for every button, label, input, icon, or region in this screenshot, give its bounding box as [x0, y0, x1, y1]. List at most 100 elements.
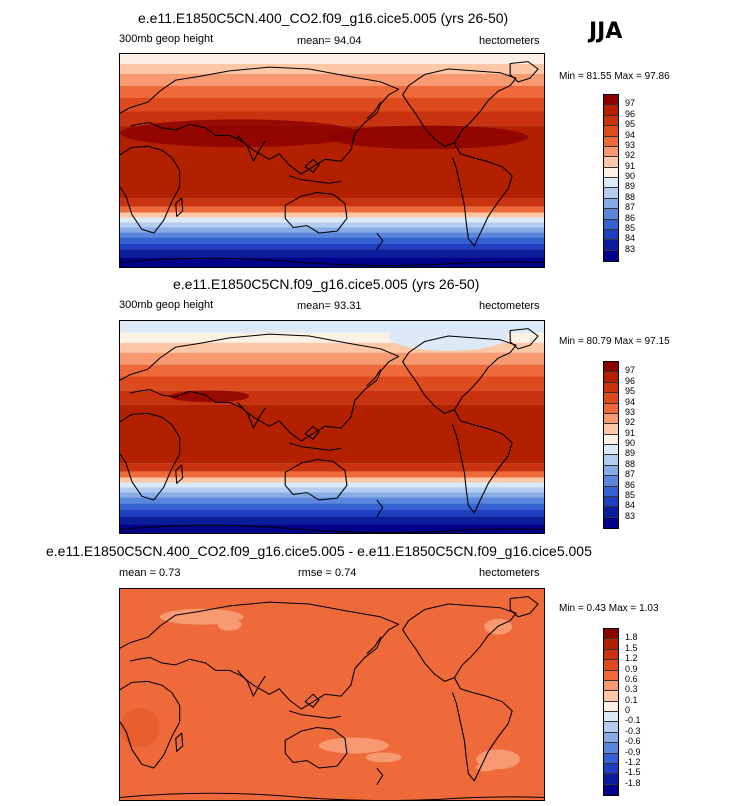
- colorbar-swatch: [604, 476, 618, 487]
- panel-2-map: [119, 320, 545, 534]
- colorbar-label: 0.9: [625, 663, 638, 674]
- colorbar-label: 84: [625, 500, 636, 511]
- colorbar-label: -0.9: [625, 746, 641, 757]
- colorbar-label: 83: [625, 510, 636, 521]
- colorbar-label: 95: [625, 386, 636, 397]
- colorbar-swatch: [604, 722, 618, 733]
- colorbar-swatch: [604, 362, 618, 373]
- panel-2-colorbar: [603, 361, 619, 529]
- colorbar-swatch: [604, 188, 618, 199]
- panel-3-max-label: Max =: [608, 603, 637, 614]
- colorbar-swatch: [604, 712, 618, 723]
- colorbar-swatch: [604, 639, 618, 650]
- colorbar-swatch: [604, 486, 618, 497]
- colorbar-swatch: [604, 178, 618, 189]
- colorbar-swatch: [604, 126, 618, 137]
- colorbar-label: 92: [625, 150, 636, 161]
- panel-1-units: hectometers: [479, 35, 540, 47]
- colorbar-label: 85: [625, 222, 636, 233]
- colorbar-label: 0.1: [625, 694, 638, 705]
- colorbar-swatch: [604, 105, 618, 116]
- colorbar-swatch: [604, 219, 618, 230]
- colorbar-label: 87: [625, 202, 636, 213]
- colorbar-swatch: [604, 743, 618, 754]
- panel-3-max-value: 1.03: [639, 603, 659, 614]
- panel-2-title: e.e11.E1850C5CN.f09_g16.cice5.005 (yrs 2…: [173, 276, 480, 292]
- panel-2-max-label: Max =: [614, 336, 642, 347]
- colorbar-label: 97: [625, 98, 636, 109]
- colorbar-label: 95: [625, 119, 636, 130]
- panel-3-min-value: 0.43: [586, 603, 606, 614]
- panel-1-colorbar: [603, 94, 619, 262]
- panel-1-minmax: Min = 81.55 Max = 97.86: [559, 71, 670, 82]
- colorbar-label: 93: [625, 406, 636, 417]
- colorbar-label: 97: [625, 365, 636, 376]
- colorbar-label: -0.6: [625, 736, 641, 747]
- colorbar-swatch: [604, 424, 618, 435]
- colorbar-label: 87: [625, 469, 636, 480]
- colorbar-label: 1.2: [625, 653, 638, 664]
- colorbar-swatch: [604, 157, 618, 168]
- colorbar-swatch: [604, 732, 618, 744]
- colorbar-swatch: [604, 198, 618, 210]
- panel-1-variable: 300mb geop height: [119, 33, 214, 45]
- colorbar-label: 88: [625, 191, 636, 202]
- colorbar-swatch: [604, 209, 618, 220]
- colorbar-label: 86: [625, 479, 636, 490]
- colorbar-swatch: [604, 167, 618, 178]
- panel-3-units: hectometers: [479, 567, 540, 579]
- colorbar-swatch: [604, 445, 618, 456]
- colorbar-swatch: [604, 496, 618, 508]
- season-label: JJA: [589, 19, 623, 44]
- colorbar-swatch: [604, 670, 618, 681]
- colorbar-swatch: [604, 413, 618, 425]
- colorbar-label: -0.3: [625, 725, 641, 736]
- colorbar-label: 89: [625, 181, 636, 192]
- colorbar-label: 88: [625, 458, 636, 469]
- colorbar-label: 89: [625, 448, 636, 459]
- panel-1-map: [119, 53, 545, 268]
- panel-1-min-value: 81.55: [586, 71, 612, 82]
- colorbar-swatch: [604, 691, 618, 702]
- colorbar-swatch: [604, 701, 618, 712]
- colorbar-swatch: [604, 250, 618, 261]
- colorbar-label: 0: [625, 705, 631, 715]
- panel-3-rmse: rmse = 0.74: [298, 567, 357, 579]
- colorbar-label: -1.5: [625, 767, 641, 778]
- panel-3-min-label: Min =: [559, 603, 584, 614]
- panel-1-max-label: Max =: [614, 71, 642, 82]
- colorbar-swatch: [604, 465, 618, 477]
- colorbar-label: -1.2: [625, 756, 641, 767]
- colorbar-swatch: [604, 136, 618, 147]
- colorbar-swatch: [604, 629, 618, 640]
- colorbar-swatch: [604, 403, 618, 414]
- colorbar-label: 84: [625, 233, 636, 244]
- colorbar-label: 83: [625, 243, 636, 254]
- panel-2-mean: mean= 93.31: [297, 300, 362, 312]
- panel-1-min-label: Min =: [559, 71, 584, 82]
- colorbar-label: 94: [625, 129, 636, 140]
- colorbar-swatch: [604, 372, 618, 383]
- panel-2-min-value: 80.79: [586, 336, 612, 347]
- colorbar-swatch: [604, 146, 618, 158]
- colorbar-swatch: [604, 680, 618, 692]
- panel-2-max-value: 97.15: [644, 336, 670, 347]
- colorbar-swatch: [604, 517, 618, 528]
- colorbar-label: 86: [625, 212, 636, 223]
- panel-3-title: e.e11.E1850C5CN.400_CO2.f09_g16.cice5.00…: [46, 543, 592, 559]
- panel-1-mean: mean= 94.04: [297, 35, 362, 47]
- panel-3-mean: mean = 0.73: [119, 567, 181, 579]
- colorbar-label: 96: [625, 375, 636, 386]
- colorbar-label: 96: [625, 108, 636, 119]
- panel-3-map-svg: [120, 589, 544, 800]
- colorbar-label: 90: [625, 171, 636, 181]
- colorbar-label: 90: [625, 438, 636, 448]
- colorbar-label: 1.5: [625, 642, 638, 653]
- colorbar-label: -1.8: [625, 777, 641, 788]
- colorbar-swatch: [604, 240, 618, 251]
- colorbar-label: 85: [625, 489, 636, 500]
- panel-2-min-label: Min =: [559, 336, 584, 347]
- colorbar-swatch: [604, 774, 618, 785]
- colorbar-swatch: [604, 382, 618, 394]
- colorbar-label: 1.8: [625, 632, 638, 643]
